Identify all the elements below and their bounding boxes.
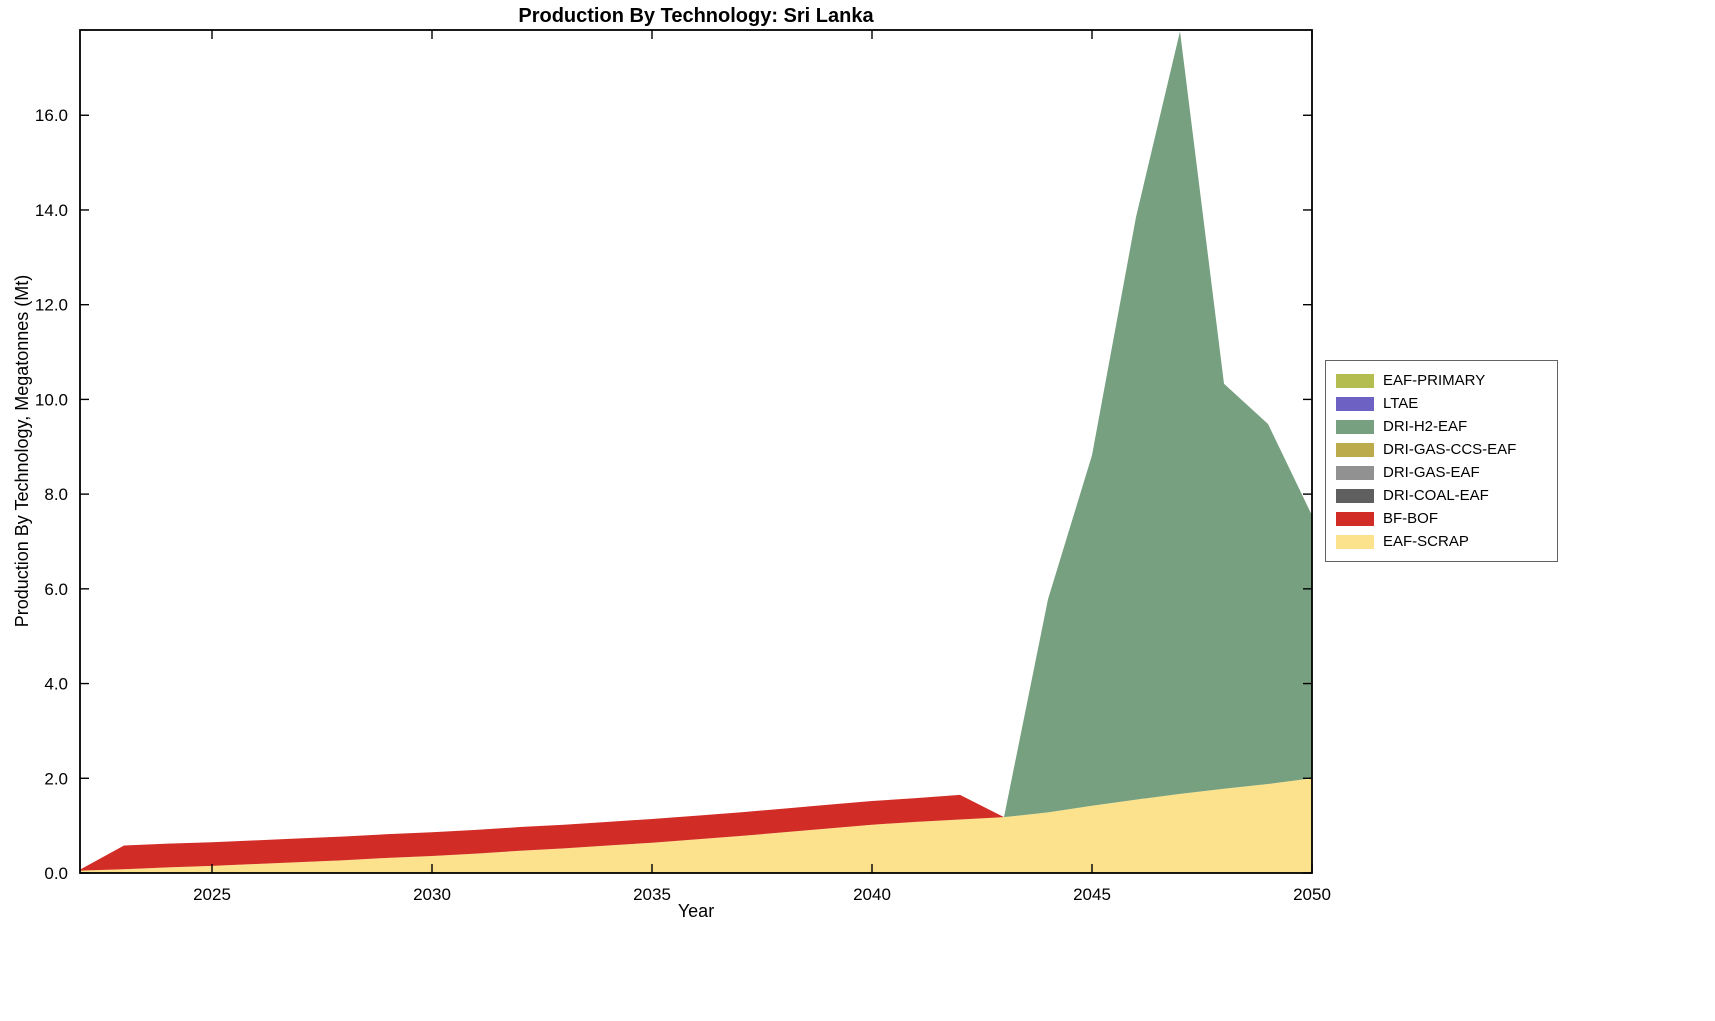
area-bf-bof	[80, 778, 1312, 871]
legend-swatch	[1336, 488, 1374, 503]
y-tick-label: 8.0	[44, 485, 68, 504]
legend-swatch	[1336, 442, 1374, 457]
x-tick-label: 2040	[853, 885, 891, 904]
y-tick-label: 12.0	[35, 296, 68, 315]
x-tick-label: 2030	[413, 885, 451, 904]
area-dri-h2-eaf	[80, 31, 1312, 870]
legend-item: DRI-H2-EAF	[1336, 415, 1557, 438]
y-tick-label: 4.0	[44, 675, 68, 694]
y-tick-label: 14.0	[35, 201, 68, 220]
x-axis-label: Year	[677, 901, 715, 921]
x-tick-label: 2025	[193, 885, 231, 904]
legend-item: DRI-COAL-EAF	[1336, 484, 1557, 507]
legend-item: DRI-GAS-EAF	[1336, 461, 1557, 484]
legend-swatch	[1336, 396, 1374, 411]
legend: EAF-PRIMARY LTAE DRI-H2-EAF DRI-GAS-CCS-EAF…	[1325, 360, 1558, 562]
y-tick-label: 0.0	[44, 864, 68, 883]
x-tick-label: 2045	[1073, 885, 1111, 904]
legend-swatch	[1336, 419, 1374, 434]
y-axis-label: Production By Technology, Megatonnes (Mt…	[12, 274, 32, 628]
legend-label: DRI-GAS-EAF	[1383, 464, 1480, 481]
x-tick-label: 2035	[633, 885, 671, 904]
legend-item: DRI-GAS-CCS-EAF	[1336, 438, 1557, 461]
y-tick-label: 10.0	[35, 390, 68, 409]
legend-label: DRI-COAL-EAF	[1383, 487, 1489, 504]
plot-frame	[79, 29, 1313, 874]
chart-title: Production By Technology: Sri Lanka	[518, 5, 874, 27]
legend-swatch	[1336, 373, 1374, 388]
legend-item: LTAE	[1336, 392, 1557, 415]
y-tick-label: 2.0	[44, 769, 68, 788]
legend-label: DRI-GAS-CCS-EAF	[1383, 441, 1517, 458]
y-tick-label: 6.0	[44, 580, 68, 599]
legend-swatch	[1336, 534, 1374, 549]
legend-item: EAF-SCRAP	[1336, 530, 1557, 553]
legend-item: BF-BOF	[1336, 507, 1557, 530]
y-tick-label: 16.0	[35, 106, 68, 125]
legend-label: EAF-PRIMARY	[1383, 372, 1486, 389]
legend-swatch	[1336, 511, 1374, 526]
legend-label: BF-BOF	[1383, 510, 1438, 527]
legend-label: LTAE	[1383, 395, 1419, 412]
x-tick-label: 2050	[1293, 885, 1331, 904]
area-eaf-scrap	[80, 778, 1312, 873]
legend-item: EAF-PRIMARY	[1336, 369, 1557, 392]
legend-label: DRI-H2-EAF	[1383, 418, 1468, 435]
legend-label: EAF-SCRAP	[1383, 533, 1469, 550]
axis-ticks	[80, 30, 1313, 874]
legend-swatch	[1336, 465, 1374, 480]
stacked-areas	[80, 31, 1312, 873]
